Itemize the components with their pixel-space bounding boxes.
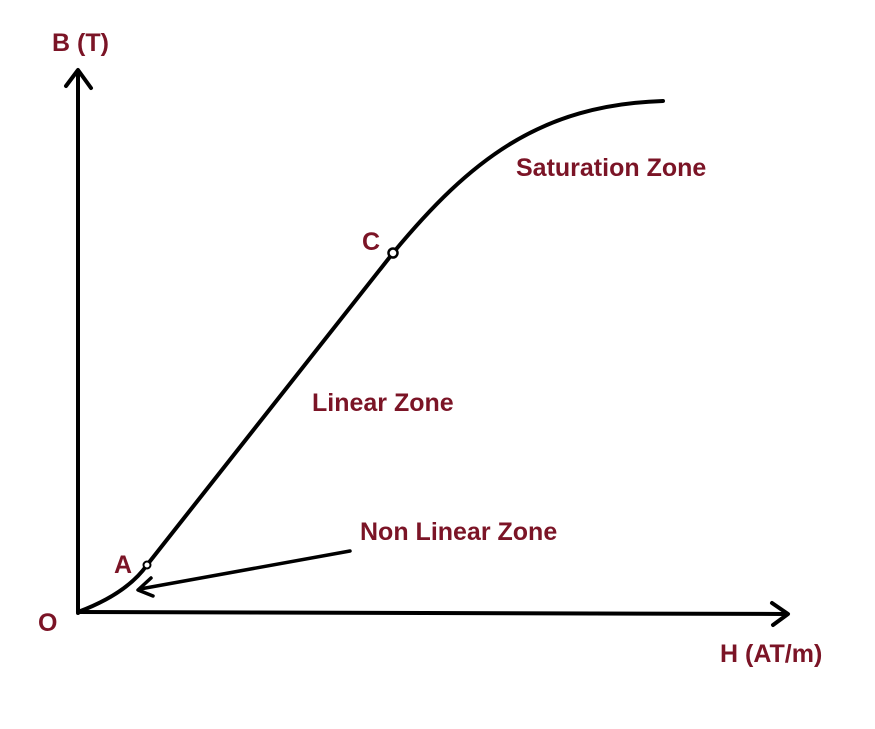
magnetization-curve [76, 99, 665, 614]
axes [64, 68, 790, 627]
point-c-label: C [362, 228, 380, 256]
non-linear-zone-pointer [136, 549, 352, 598]
x-axis [76, 610, 788, 616]
x-axis-label: H (AT/m) [720, 640, 822, 668]
point-c-marker [387, 247, 399, 259]
pointer-arrowhead [136, 576, 155, 598]
point-a-label: A [114, 551, 132, 579]
saturation-zone-label: Saturation Zone [516, 154, 706, 182]
y-axis-label: B (T) [52, 29, 109, 57]
origin-label: O [38, 609, 57, 637]
non-linear-zone-label: Non Linear Zone [360, 518, 557, 546]
pointer-shaft [138, 549, 352, 591]
y-axis-arrowhead [64, 68, 93, 90]
x-axis-arrowhead [770, 601, 790, 627]
labels: B (T) H (AT/m) O A C Saturation Zone Lin… [38, 29, 822, 668]
linear-zone-label: Linear Zone [312, 389, 454, 417]
point-a-marker [142, 560, 152, 570]
